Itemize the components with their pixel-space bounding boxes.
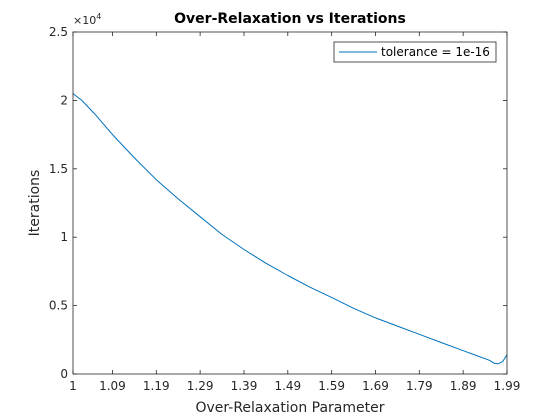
x-axis-title: Over-Relaxation Parameter — [196, 400, 385, 416]
y-tick-label: 0.5 — [49, 299, 68, 313]
x-tick-label: 1.49 — [274, 379, 301, 393]
y-multiplier-exponent: 4 — [96, 12, 101, 21]
x-tick-label: 1.89 — [450, 379, 477, 393]
x-tick-label: 1.69 — [362, 379, 389, 393]
y-tick-label: 1.5 — [49, 162, 68, 176]
legend: tolerance = 1e-16 — [333, 41, 497, 63]
y-axis-multiplier: ×104 — [73, 12, 101, 27]
y-axis-title: Iterations — [27, 170, 43, 237]
x-tick-label: 1.99 — [494, 379, 521, 393]
y-tick-label: 2 — [60, 93, 68, 107]
x-tick-label: 1.39 — [231, 379, 258, 393]
plot-area — [73, 32, 507, 374]
axes-box — [72, 31, 508, 375]
x-tick-label: 1.59 — [318, 379, 345, 393]
x-tick-label: 1.09 — [99, 379, 126, 393]
y-tick-label: 0 — [60, 367, 68, 381]
x-tick-label: 1.19 — [143, 379, 170, 393]
x-tick-label: 1 — [69, 379, 77, 393]
chart-title: Over-Relaxation vs Iterations — [174, 11, 406, 27]
legend-box — [333, 41, 497, 63]
y-multiplier-base: ×10 — [73, 14, 96, 27]
x-tick-label: 1.79 — [406, 379, 433, 393]
y-tick-label: 2.5 — [49, 25, 68, 39]
series-line-0 — [72, 93, 508, 365]
legend-label: tolerance = 1e-16 — [381, 45, 490, 59]
chart-marks: 1 1.09 1.19 1.29 1.39 1.49 1.59 1.69 1.79 1.89 1.9… — [49, 25, 520, 393]
y-tick-label: 1 — [60, 230, 68, 244]
x-tick-label: 1.29 — [187, 379, 214, 393]
